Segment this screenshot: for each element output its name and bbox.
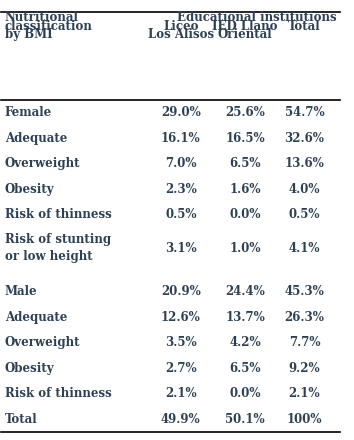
Text: 45.3%: 45.3%: [285, 285, 324, 298]
Text: by BMI: by BMI: [5, 29, 52, 41]
Text: 1.0%: 1.0%: [229, 242, 261, 254]
Text: 2.1%: 2.1%: [289, 387, 320, 400]
Text: IED Llano: IED Llano: [212, 20, 278, 33]
Text: Los Alisos: Los Alisos: [148, 29, 214, 41]
Text: 13.7%: 13.7%: [225, 311, 265, 323]
Text: Risk of thinness: Risk of thinness: [5, 387, 112, 400]
Text: Male: Male: [5, 285, 38, 298]
Text: 0.0%: 0.0%: [229, 387, 261, 400]
Text: 20.9%: 20.9%: [161, 285, 201, 298]
Text: 29.0%: 29.0%: [161, 106, 201, 119]
Text: Liceo: Liceo: [163, 20, 199, 33]
Text: Obesity: Obesity: [5, 183, 55, 196]
Text: 24.4%: 24.4%: [225, 285, 265, 298]
Text: 13.6%: 13.6%: [285, 157, 324, 170]
Text: Adequate: Adequate: [5, 311, 67, 323]
Text: classification: classification: [5, 20, 93, 33]
Text: 6.5%: 6.5%: [229, 362, 261, 374]
Text: Total: Total: [288, 20, 321, 33]
Text: 1.6%: 1.6%: [229, 183, 261, 196]
Text: 7.0%: 7.0%: [165, 157, 196, 170]
Text: 12.6%: 12.6%: [161, 311, 201, 323]
Text: Overweight: Overweight: [5, 157, 80, 170]
Text: 16.1%: 16.1%: [161, 132, 201, 145]
Text: 4.1%: 4.1%: [289, 242, 320, 254]
Text: Female: Female: [5, 106, 52, 119]
Text: 9.2%: 9.2%: [289, 362, 320, 374]
Text: 50.1%: 50.1%: [225, 413, 265, 426]
Text: 6.5%: 6.5%: [229, 157, 261, 170]
Text: Oriental: Oriental: [218, 29, 273, 41]
Text: Overweight: Overweight: [5, 336, 80, 349]
Text: 49.9%: 49.9%: [161, 413, 201, 426]
Text: 54.7%: 54.7%: [285, 106, 324, 119]
Text: Adequate: Adequate: [5, 132, 67, 145]
Text: 26.3%: 26.3%: [285, 311, 324, 323]
Text: 100%: 100%: [287, 413, 322, 426]
Text: Educational institutions: Educational institutions: [177, 11, 337, 24]
Text: Nutritional: Nutritional: [5, 11, 79, 24]
Text: 3.5%: 3.5%: [165, 336, 197, 349]
Text: 4.0%: 4.0%: [289, 183, 320, 196]
Text: or low height: or low height: [5, 250, 92, 264]
Text: Risk of stunting: Risk of stunting: [5, 233, 111, 246]
Text: 2.7%: 2.7%: [165, 362, 197, 374]
Text: Risk of thinness: Risk of thinness: [5, 208, 112, 221]
Text: 16.5%: 16.5%: [225, 132, 265, 145]
Text: 0.5%: 0.5%: [165, 208, 196, 221]
Text: Total: Total: [5, 413, 38, 426]
Text: Obesity: Obesity: [5, 362, 55, 374]
Text: 2.1%: 2.1%: [165, 387, 197, 400]
Text: 4.2%: 4.2%: [229, 336, 261, 349]
Text: 32.6%: 32.6%: [285, 132, 324, 145]
Text: 25.6%: 25.6%: [225, 106, 265, 119]
Text: 3.1%: 3.1%: [165, 242, 197, 254]
Text: 7.7%: 7.7%: [289, 336, 320, 349]
Text: 0.0%: 0.0%: [229, 208, 261, 221]
Text: 0.5%: 0.5%: [289, 208, 320, 221]
Text: 2.3%: 2.3%: [165, 183, 197, 196]
